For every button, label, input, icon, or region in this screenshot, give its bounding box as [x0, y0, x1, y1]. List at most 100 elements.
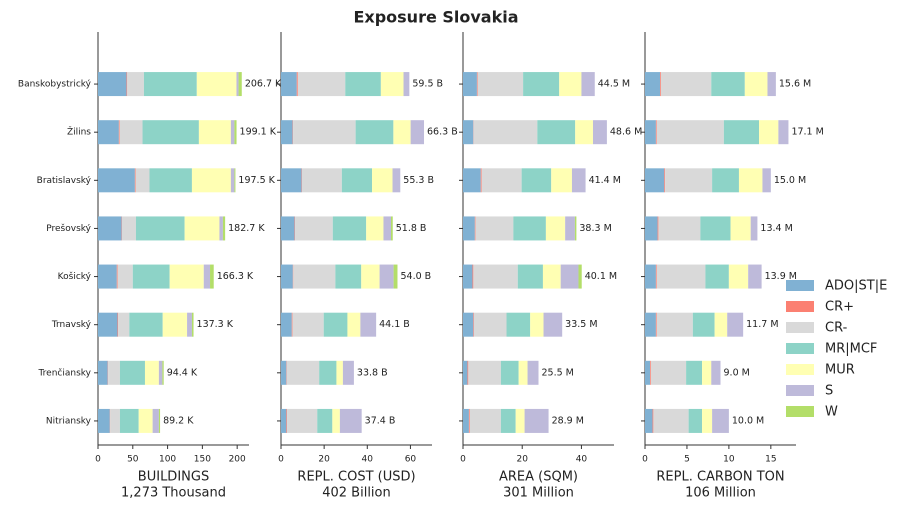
bar-segment: [203, 264, 211, 289]
bar-segment: [545, 216, 566, 241]
legend-swatch: [786, 343, 814, 354]
bar-segment: [286, 360, 320, 385]
bar-segment: [565, 216, 575, 241]
bar-segment: [144, 360, 159, 385]
bar-segment: [187, 312, 192, 337]
chart-title: Exposure Slovakia: [353, 8, 518, 27]
bar-segment: [655, 264, 657, 289]
bar-segment: [581, 72, 595, 97]
bar-segment: [475, 216, 514, 241]
bar-segment: [472, 264, 474, 289]
bar-segment: [656, 120, 724, 145]
bar-segment: [169, 264, 204, 289]
total-label: 37.4 B: [365, 415, 396, 426]
bar-segment: [219, 216, 223, 241]
total-label: 59.5 B: [412, 79, 443, 90]
y-tick-label: Nitriansky: [46, 416, 92, 426]
bar-segment: [116, 264, 118, 289]
bar-segment: [592, 120, 607, 145]
x-axis-label: REPL. CARBON TON: [656, 470, 784, 485]
bar-segment: [372, 168, 393, 193]
bar-segment: [191, 312, 194, 337]
legend-swatch: [786, 280, 814, 291]
bar-segment: [537, 120, 576, 145]
bar-segment: [393, 120, 411, 145]
bar-segment: [383, 216, 392, 241]
bar-segment: [366, 216, 384, 241]
x-tick-label: 50: [127, 455, 139, 465]
bar-segment: [332, 408, 340, 433]
legend-label: MR|MCF: [825, 342, 877, 357]
bar-segment: [281, 312, 292, 337]
bar-segment: [135, 216, 185, 241]
bar-segment: [301, 168, 342, 193]
bar-segment: [162, 360, 164, 385]
bar-segment: [688, 408, 703, 433]
bar-segment: [222, 216, 226, 241]
x-tick-label: 100: [159, 455, 176, 465]
bar-segment: [119, 408, 139, 433]
y-tick-label: Prešovský: [46, 223, 91, 234]
bar-segment: [234, 168, 236, 193]
total-label: 182.7 K: [228, 223, 265, 234]
bar-segment: [391, 216, 393, 241]
bar-segment: [410, 120, 425, 145]
total-label: 51.8 B: [396, 223, 427, 234]
bar-segment: [463, 168, 481, 193]
bar-segment: [712, 168, 739, 193]
bar-segment: [473, 312, 474, 337]
bar-segment: [236, 72, 239, 97]
bar-segment: [463, 120, 474, 145]
bar-segment: [762, 168, 771, 193]
bar-segment: [463, 408, 469, 433]
bar-segment: [380, 72, 404, 97]
bar-segment: [297, 72, 346, 97]
bar-segment: [234, 120, 237, 145]
bar-segment: [655, 120, 657, 145]
bar-segment: [474, 216, 476, 241]
bar-segment: [473, 312, 507, 337]
x-tick-label: 0: [95, 455, 101, 465]
x-axis-subtitle: 301 Million: [503, 486, 574, 501]
y-tick-label: Žilins: [67, 126, 91, 138]
legend-label: S: [825, 384, 833, 399]
bar-segment: [281, 360, 287, 385]
x-tick-label: 20: [318, 455, 330, 465]
total-label: 44.5 M: [598, 79, 630, 90]
total-label: 10.0 M: [732, 415, 764, 426]
bar-segment: [281, 408, 287, 433]
bar-segment: [230, 168, 235, 193]
total-label: 199.1 K: [240, 127, 277, 138]
y-tick-label: Bratislavský: [37, 176, 92, 186]
total-label: 48.6 M: [610, 127, 642, 138]
bar-segment: [778, 120, 789, 145]
legend-label: W: [825, 405, 838, 420]
bar-segment: [292, 312, 324, 337]
bar-segment: [730, 216, 751, 241]
total-label: 197.5 K: [238, 175, 275, 186]
bar-segment: [347, 312, 361, 337]
bar-segment: [469, 408, 501, 433]
x-axis-label: AREA (SQM): [499, 470, 578, 485]
x-axis-subtitle: 1,273 Thousand: [121, 486, 226, 501]
bar-segment: [355, 120, 394, 145]
bar-segment: [543, 312, 563, 337]
bar-segment: [578, 264, 582, 289]
bar-segment: [98, 360, 108, 385]
total-label: 66.3 B: [427, 127, 458, 138]
x-tick-label: 0: [278, 455, 284, 465]
y-tick-label: Trenčiansky: [38, 367, 92, 378]
bar-segment: [98, 312, 118, 337]
x-tick-label: 15: [765, 455, 776, 465]
total-label: 206.7 K: [245, 79, 282, 90]
bar-segment: [393, 264, 398, 289]
total-label: 44.1 B: [379, 319, 410, 330]
x-tick-label: 60: [405, 455, 417, 465]
total-label: 11.7 M: [746, 319, 778, 330]
bar-segment: [714, 312, 728, 337]
x-tick-label: 5: [684, 455, 690, 465]
total-label: 89.2 K: [163, 415, 194, 426]
total-label: 33.8 B: [357, 367, 388, 378]
bar-segment: [542, 264, 561, 289]
bar-segment: [645, 216, 658, 241]
